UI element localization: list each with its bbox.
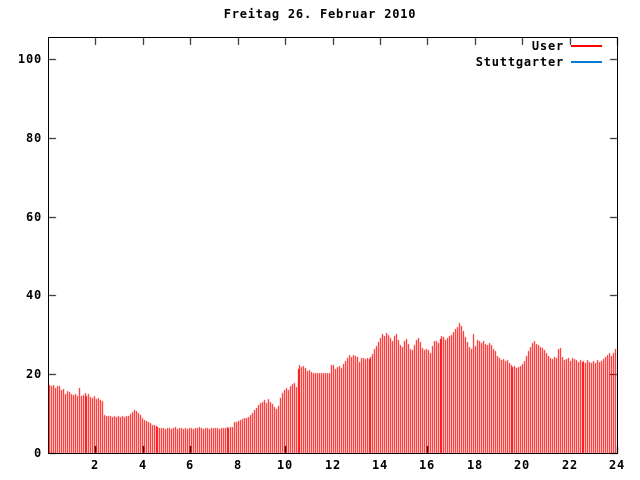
x-tick-label: 14 [371,458,389,472]
x-tick-label: 18 [466,458,484,472]
y-tick-label: 40 [25,288,42,302]
y-tick-label: 60 [25,210,42,224]
legend: User Stuttgarter [476,38,602,70]
legend-item-stuttgarter: Stuttgarter [476,54,602,70]
y-tick-label: 0 [33,446,42,460]
y-tick-label: 100 [17,52,42,66]
y-tick-label: 20 [25,367,42,381]
y-tick-label: 80 [25,131,42,145]
x-tick-label: 4 [138,458,148,472]
x-tick-label: 10 [276,458,294,472]
x-tick-label: 24 [608,458,626,472]
x-tick-label: 8 [233,458,243,472]
legend-label-user: User [531,39,564,53]
x-tick-label: 6 [185,458,195,472]
x-tick-label: 16 [418,458,436,472]
x-tick-label: 2 [90,458,100,472]
x-tick-label: 12 [324,458,342,472]
legend-line-user-swatch [571,45,602,47]
legend-item-user: User [476,38,602,54]
x-tick-label: 22 [561,458,579,472]
legend-label-stuttgarter: Stuttgarter [475,55,564,69]
x-tick-label: 20 [513,458,531,472]
legend-line-stuttgarter-swatch [571,61,602,63]
